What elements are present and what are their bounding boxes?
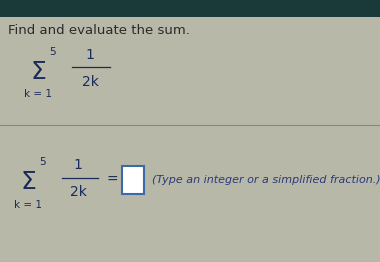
Text: 2k: 2k: [70, 185, 86, 199]
Text: 2k: 2k: [82, 75, 98, 89]
Text: $\Sigma$: $\Sigma$: [30, 60, 46, 84]
Text: $\Sigma$: $\Sigma$: [20, 170, 36, 194]
Text: 1: 1: [86, 48, 95, 62]
Bar: [122, 166, 144, 194]
Text: 5: 5: [39, 157, 45, 167]
Text: k = 1: k = 1: [24, 89, 52, 99]
Bar: [0, 0, 380, 17]
Text: =: =: [106, 173, 118, 187]
Text: k = 1: k = 1: [14, 200, 42, 210]
Text: Find and evaluate the sum.: Find and evaluate the sum.: [8, 24, 190, 37]
Text: 5: 5: [49, 47, 55, 57]
Text: (Type an integer or a simplified fraction.): (Type an integer or a simplified fractio…: [152, 175, 380, 185]
Text: 1: 1: [74, 158, 82, 172]
